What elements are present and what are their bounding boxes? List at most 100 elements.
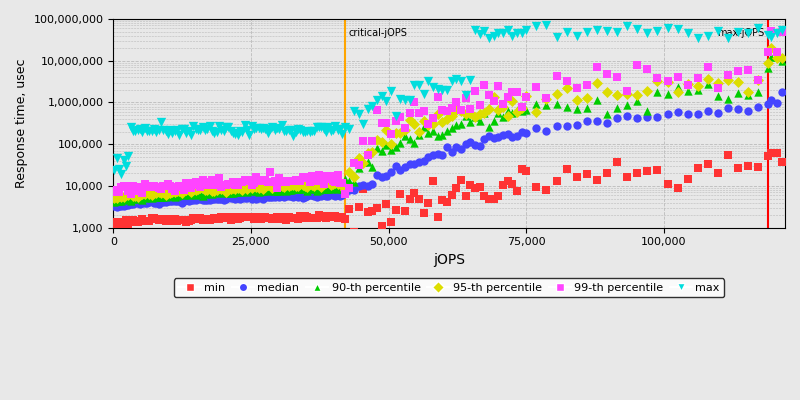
Point	[182, 179, 195, 186]
Point	[492, 110, 505, 116]
Point	[661, 111, 674, 118]
Point	[375, 223, 388, 229]
Point	[180, 187, 193, 194]
Point	[621, 112, 634, 119]
Point	[190, 179, 202, 186]
Point	[270, 125, 283, 132]
Point	[118, 157, 130, 163]
Point	[182, 197, 195, 204]
Point	[580, 82, 593, 88]
Point	[464, 182, 477, 189]
Point	[329, 123, 342, 130]
Point	[390, 144, 402, 150]
Point	[192, 182, 205, 188]
Point	[218, 184, 230, 190]
Point	[310, 124, 323, 131]
Point	[280, 193, 293, 200]
Point	[238, 177, 251, 183]
Point	[136, 190, 149, 196]
Point	[282, 183, 295, 189]
Point	[275, 179, 288, 186]
Point	[732, 29, 745, 35]
Point	[501, 131, 514, 138]
Point	[375, 174, 388, 180]
Point	[159, 198, 172, 205]
Point	[154, 189, 167, 196]
Point	[301, 174, 314, 181]
Point	[262, 182, 274, 188]
Point	[426, 120, 439, 127]
Point	[110, 155, 123, 161]
Point	[641, 108, 654, 114]
Point	[515, 30, 528, 36]
Point	[166, 217, 179, 224]
Point	[147, 190, 160, 196]
Point	[268, 127, 281, 134]
Point	[497, 101, 510, 108]
Point	[296, 215, 309, 221]
Point	[126, 193, 139, 200]
Point	[115, 220, 128, 227]
Point	[515, 104, 528, 111]
Point	[426, 115, 439, 121]
Point	[776, 58, 789, 64]
Point	[610, 28, 623, 35]
Point	[347, 229, 360, 235]
Point	[482, 124, 495, 130]
Point	[310, 178, 323, 184]
Point	[231, 195, 244, 202]
Point	[370, 107, 383, 113]
Point	[329, 179, 342, 186]
Point	[196, 192, 209, 199]
Point	[131, 194, 144, 201]
Point	[118, 219, 130, 226]
Point	[621, 23, 634, 29]
Point	[287, 186, 300, 192]
Point	[366, 208, 379, 214]
Point	[487, 135, 500, 141]
Point	[322, 186, 334, 192]
Point	[247, 180, 260, 186]
Point	[213, 185, 226, 191]
Point	[301, 193, 314, 199]
Point	[134, 201, 146, 207]
Point	[450, 144, 462, 150]
Point	[661, 78, 674, 84]
Point	[610, 159, 623, 165]
Point	[510, 109, 523, 115]
Point	[770, 150, 783, 156]
Point	[515, 166, 528, 173]
Point	[319, 215, 332, 222]
Point	[601, 120, 614, 126]
Point	[474, 111, 486, 117]
Point	[115, 171, 128, 178]
Point	[394, 191, 407, 197]
Point	[126, 200, 139, 207]
Point	[326, 185, 339, 191]
Point	[154, 186, 167, 192]
Point	[590, 176, 603, 183]
Point	[506, 88, 518, 95]
Point	[187, 180, 200, 186]
Point	[540, 128, 553, 134]
Point	[752, 104, 765, 110]
Point	[691, 111, 704, 118]
Point	[129, 219, 142, 225]
Point	[150, 190, 162, 196]
Point	[178, 187, 190, 194]
Point	[134, 126, 146, 132]
Point	[482, 35, 495, 42]
Point	[446, 148, 458, 155]
Point	[238, 195, 251, 201]
Point	[436, 152, 449, 158]
Point	[370, 96, 383, 103]
Point	[347, 108, 360, 114]
Point	[180, 191, 193, 197]
Point	[422, 154, 434, 160]
Point	[464, 110, 477, 116]
Point	[590, 27, 603, 33]
Point	[464, 119, 477, 125]
Point	[530, 109, 542, 115]
Point	[268, 194, 281, 200]
Point	[194, 190, 206, 197]
